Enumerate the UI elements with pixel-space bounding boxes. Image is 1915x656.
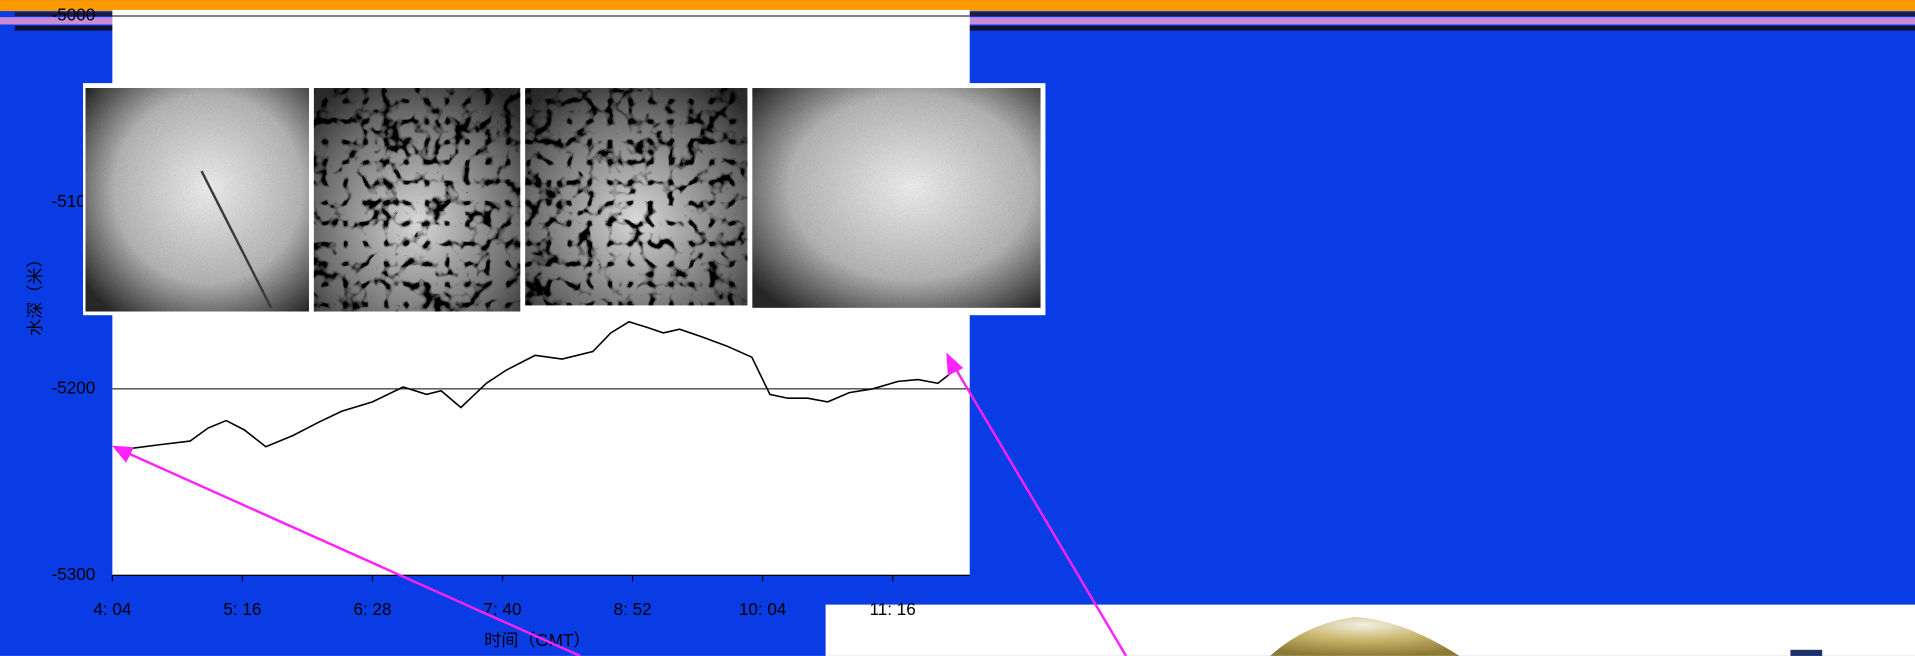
top-bar [0, 0, 1915, 11]
x-tick-label: 4: 04 [93, 600, 131, 619]
photo [85, 88, 308, 311]
x-tick-label: 6: 28 [353, 600, 391, 619]
x-axis-label: 时间（GMT） [484, 631, 590, 650]
photo [752, 88, 1040, 308]
photo-strip [83, 83, 1045, 315]
y-tick-label: -5300 [52, 565, 96, 584]
photo [314, 88, 520, 311]
icon [1790, 650, 1822, 656]
x-tick-label: 8: 52 [614, 600, 652, 619]
x-tick-label: 5: 16 [223, 600, 261, 619]
y-tick-label: -5000 [52, 5, 96, 24]
page: {"chart_data": {"type": "line", "y_label… [0, 0, 1915, 656]
slide: 水深（米） 时间（GMT） -5000-5100-5200-53004: 045… [0, 0, 1915, 656]
x-tick-label: 10: 04 [739, 600, 786, 619]
x-tick-label: 11: 16 [870, 600, 916, 619]
y-tick-label: -5200 [52, 378, 96, 397]
photo [525, 88, 747, 305]
y-axis-label: 水深（米） [26, 250, 45, 335]
